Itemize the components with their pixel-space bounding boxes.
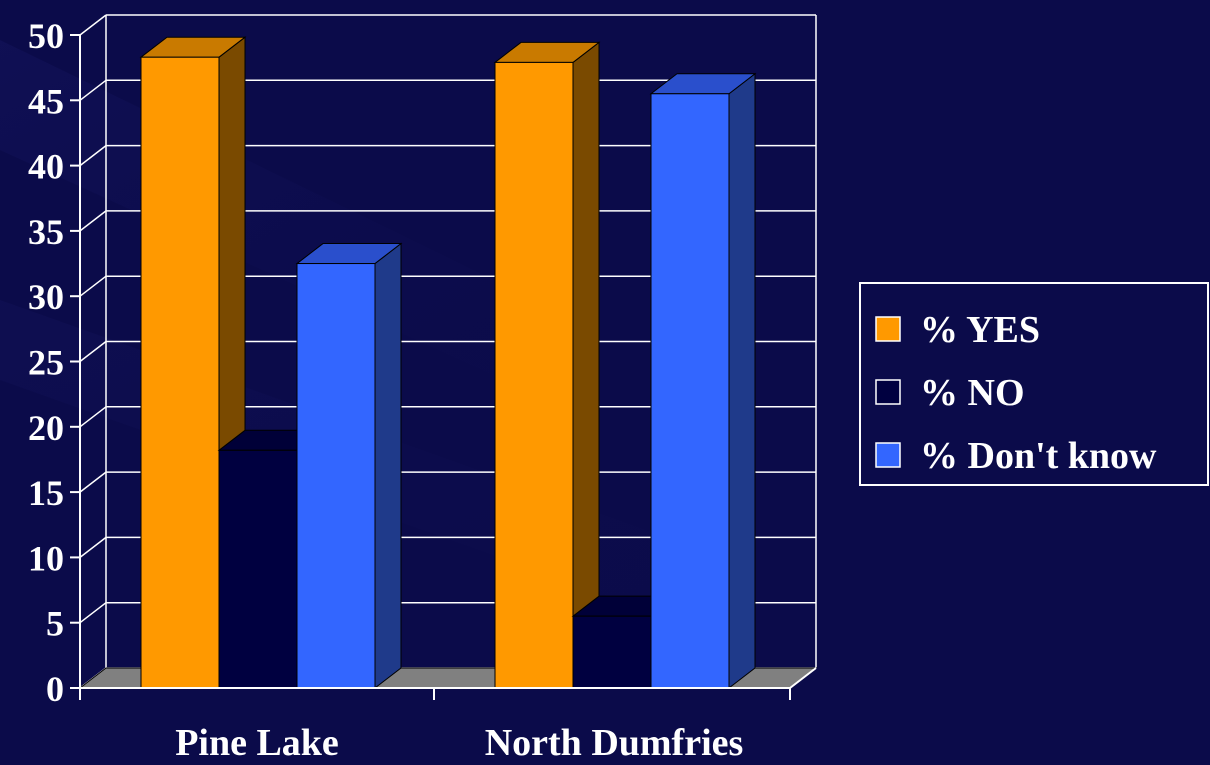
y-tick-label: 40	[28, 147, 64, 187]
bar	[295, 242, 403, 690]
x-category-label: North Dumfries	[485, 722, 744, 764]
bar-front-face	[296, 263, 376, 689]
bar-side-face	[728, 72, 756, 690]
legend-label: % YES	[920, 309, 1040, 351]
y-tick-label: 0	[46, 669, 64, 709]
bar-front-face	[218, 449, 298, 689]
y-tick-label: 15	[28, 473, 64, 513]
bar-front-face	[650, 93, 730, 689]
y-tick-label: 45	[28, 81, 64, 121]
gridline-left-wall	[79, 14, 107, 36]
y-tick-label: 50	[28, 16, 64, 56]
x-axis-categories: Pine Lake North Dumfries	[175, 722, 743, 764]
chart-legend: % YES % NO % Don't know	[859, 282, 1209, 486]
gridline-left-wall	[79, 471, 107, 493]
chart-bars	[139, 36, 757, 690]
gridline-left-wall	[79, 536, 107, 558]
gridline-left-wall	[79, 210, 107, 232]
legend-swatch	[875, 316, 901, 342]
gridline-left-wall	[79, 602, 107, 624]
gridline-left-wall	[79, 79, 107, 101]
gridline-left-wall	[79, 340, 107, 363]
chart-axes	[70, 34, 817, 700]
legend-swatch	[875, 379, 901, 405]
y-tick-label: 35	[28, 212, 64, 252]
bar-side-face	[572, 41, 600, 690]
bar-front-face	[140, 56, 220, 689]
y-tick-label: 5	[46, 604, 64, 644]
gridline-left-wall	[79, 275, 107, 297]
legend-box	[859, 282, 1209, 486]
y-tick-label: 10	[28, 538, 64, 578]
bar-front-face	[572, 615, 652, 689]
bar	[493, 41, 601, 690]
legend-label: % NO	[920, 372, 1025, 414]
bar-front-face	[494, 61, 574, 689]
gridline-left-wall	[79, 145, 107, 167]
x-category-label: Pine Lake	[175, 722, 339, 764]
y-tick-label: 25	[28, 343, 64, 383]
legend-label: % Don't know	[920, 435, 1157, 477]
legend-swatch	[875, 442, 901, 468]
y-tick-label: 20	[28, 408, 64, 448]
gridline-left-wall	[79, 406, 107, 428]
bar	[139, 36, 247, 690]
bar	[649, 72, 757, 690]
y-tick-label: 30	[28, 277, 64, 317]
bar-side-face	[374, 242, 402, 690]
y-axis-ticks: 0 5 10 15 20 25 30 35 40 45 50	[28, 16, 64, 709]
x-axis-depth-edge	[789, 667, 817, 689]
